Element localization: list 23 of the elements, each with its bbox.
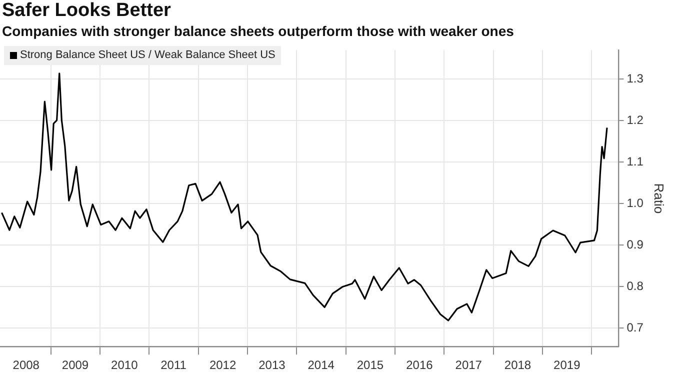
x-tick-label: 2017 bbox=[455, 358, 482, 372]
y-tick-label: 0.8 bbox=[626, 278, 644, 293]
y-tick-label: 1.1 bbox=[626, 154, 644, 168]
x-tick-label: 2009 bbox=[62, 358, 89, 372]
x-tick-label: 2012 bbox=[209, 358, 236, 372]
x-tick-label: 2018 bbox=[504, 358, 532, 372]
y-tick-label: 1.2 bbox=[626, 112, 644, 127]
x-tick-label: 2013 bbox=[258, 358, 286, 372]
y-axis-title: Ratio bbox=[652, 183, 667, 214]
legend-label: Strong Balance Sheet US / Weak Balance Sheet US bbox=[20, 49, 276, 61]
x-tick-label: 2016 bbox=[406, 358, 434, 372]
chart-subtitle: Companies with stronger balance sheets outperform those with weaker ones bbox=[2, 23, 514, 39]
y-tick-label: 1.3 bbox=[626, 72, 644, 86]
y-tick-label: 1.0 bbox=[626, 196, 644, 210]
x-tick-label: 2010 bbox=[111, 358, 138, 372]
x-tick-label: 2015 bbox=[356, 358, 384, 372]
x-tick-label: 2011 bbox=[160, 358, 187, 372]
chart-title: Safer Looks Better bbox=[2, 0, 171, 22]
x-tick-label: 2008 bbox=[12, 358, 40, 372]
x-tick-label: 2019 bbox=[554, 358, 581, 372]
y-tick-label: 0.9 bbox=[626, 237, 644, 252]
y-tick-label: 0.7 bbox=[626, 320, 644, 334]
x-tick-label: 2014 bbox=[308, 358, 335, 372]
